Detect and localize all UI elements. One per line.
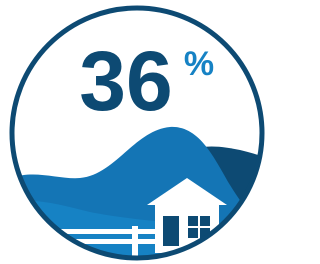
stat-unit: % (184, 45, 214, 83)
page: {"stat": {"value": "36", "unit": "%"}} 3… (0, 0, 274, 264)
stat-value: 36 (79, 34, 172, 128)
window-bar (188, 226, 210, 228)
stat-icon: 36 % (0, 0, 274, 264)
house-door (163, 216, 179, 246)
fence-post (132, 226, 138, 256)
fence-rail (40, 239, 160, 244)
